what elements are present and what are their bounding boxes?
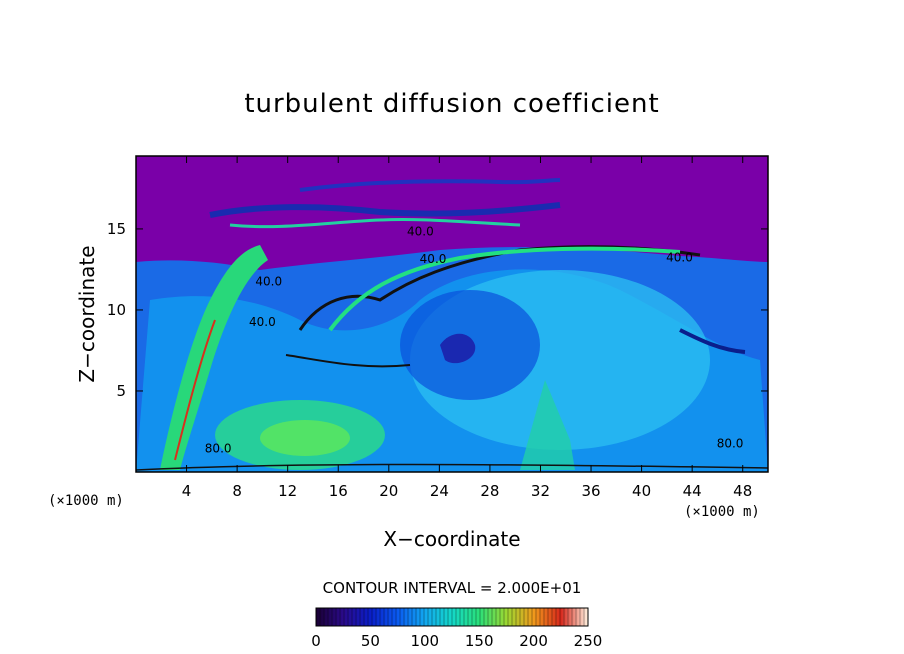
- upper-filament-3: [229, 217, 521, 229]
- upper-filament-1: [209, 202, 561, 218]
- contour-label: 40.0: [420, 252, 447, 266]
- colorbar-tick-label: 250: [574, 632, 603, 650]
- y-tick-label: 10: [107, 301, 126, 319]
- x-tick-label: 20: [379, 482, 398, 500]
- x-tick-label: 44: [683, 482, 702, 500]
- chart-title: turbulent diffusion coefficient: [244, 89, 659, 119]
- x-tick-label: 36: [581, 482, 600, 500]
- x-tick-label: 32: [531, 482, 550, 500]
- x-tick-label: 12: [278, 482, 297, 500]
- heatmap-field: [136, 156, 768, 472]
- y-tick-label: 15: [107, 220, 126, 238]
- colorbar-stripes: [319, 608, 585, 626]
- x-axis-title: X−coordinate: [383, 527, 520, 551]
- plot-frame: [135, 155, 769, 473]
- x-tick-label: 16: [329, 482, 348, 500]
- x-unit-left: (×1000 m): [48, 493, 124, 509]
- contour-label: 40.0: [255, 275, 282, 289]
- x-axis: 4 8 12 16 20 24 28 32 36 40 44 48: [182, 156, 752, 500]
- y-tick-label: 5: [116, 382, 126, 400]
- x-tick-label: 40: [632, 482, 651, 500]
- contour-interval-label: CONTOUR INTERVAL = 2.000E+01: [323, 579, 582, 597]
- contour-label: 40.0: [249, 315, 276, 329]
- x-unit-right: (×1000 m): [684, 504, 760, 520]
- y-axis: 5 10 15: [107, 220, 768, 400]
- contour-surface: [136, 463, 768, 471]
- x-tick-label: 8: [232, 482, 242, 500]
- contour-label: 40.0: [666, 250, 693, 264]
- contour-label: 80.0: [205, 442, 232, 456]
- colorbar-frame: [315, 607, 589, 627]
- shear-layer: [328, 246, 681, 332]
- surface-spike: [520, 380, 575, 470]
- colorbar-tick-label: 50: [361, 632, 380, 650]
- right-filament: [679, 328, 746, 354]
- colorbar-ticks: 0 50 100 150 200 250: [311, 632, 602, 650]
- colorbar-tick-label: 200: [519, 632, 548, 650]
- surface-plume-core: [260, 420, 350, 456]
- contour-label: 80.0: [717, 437, 744, 451]
- colorbar-tick-label: 150: [465, 632, 494, 650]
- x-tick-label: 24: [430, 482, 449, 500]
- contour-mid: [285, 354, 411, 368]
- colorbar-tick-label: 100: [410, 632, 439, 650]
- frontal-band-max: [174, 319, 216, 461]
- eddy-center-blob: [440, 333, 476, 364]
- y-axis-title: Z−coordinate: [75, 245, 99, 382]
- upper-filament-2: [299, 178, 561, 192]
- x-tick-label: 48: [733, 482, 752, 500]
- x-tick-label: 28: [480, 482, 499, 500]
- colorbar-tick-label: 0: [311, 632, 321, 650]
- contour-label: 40.0: [407, 224, 434, 238]
- x-tick-label: 4: [182, 482, 192, 500]
- contour-labels: 40.0 40.0 40.0 40.0 40.0 80.0 80.0: [205, 224, 744, 455]
